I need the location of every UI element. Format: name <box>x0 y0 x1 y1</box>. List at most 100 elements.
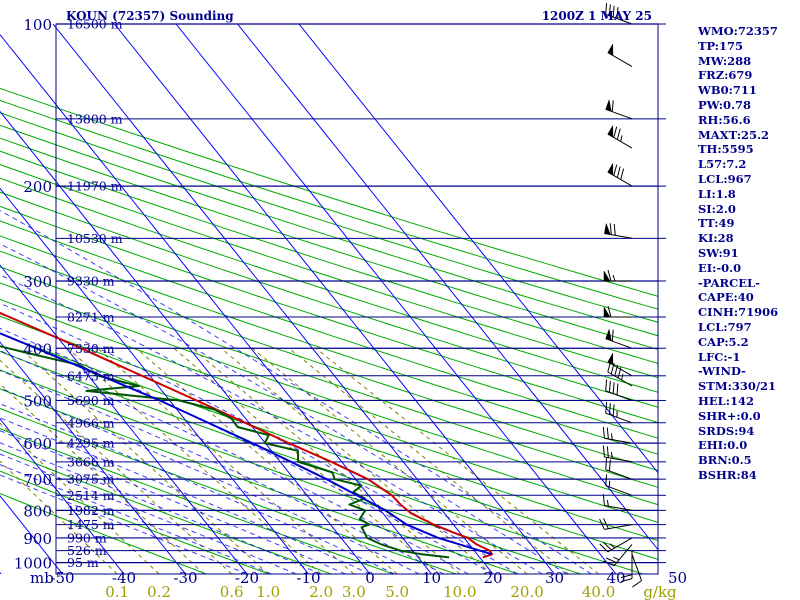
mixing-ratio-tick-label: 0.6 <box>220 583 244 600</box>
wind-barb <box>599 518 633 530</box>
pressure-tick-label: 400 <box>23 340 52 358</box>
moist-adiabat-line <box>0 302 518 574</box>
mixing-ratio-tick-label: 10.0 <box>443 583 476 600</box>
wind-barbs <box>599 3 666 588</box>
wind-barb-flag <box>607 43 614 57</box>
mixing-ratio-line <box>0 383 205 574</box>
wind-barb-flag <box>605 328 612 342</box>
pressure-tick-label: 600 <box>23 435 52 453</box>
dry-adiabat-line <box>0 388 519 574</box>
isotherm-line <box>0 187 309 574</box>
moist-adiabat-line <box>0 464 272 574</box>
wind-barb <box>605 474 633 496</box>
dry-adiabat-line <box>0 333 658 560</box>
wind-barb <box>607 126 633 149</box>
mixing-ratio-line <box>288 347 569 574</box>
pressure-tick-label: 200 <box>23 178 52 196</box>
index-line: BSHR:84 <box>698 467 757 482</box>
height-label: 4966 m <box>67 415 115 430</box>
mixing-ratio-tick-label: 3.0 <box>342 583 366 600</box>
pressure-unit-label: mb <box>30 569 54 587</box>
height-label: 1475 m <box>67 517 115 532</box>
index-line: LCL:797 <box>698 319 752 334</box>
dry-adiabat-line <box>0 164 658 379</box>
index-line: CAPE:40 <box>698 290 754 305</box>
temperature-tick-label: -30 <box>173 569 197 587</box>
dry-adiabat-line <box>0 112 658 323</box>
height-label: 95 m <box>67 555 99 570</box>
wind-barb <box>605 401 633 424</box>
dry-adiabat-line <box>0 87 658 297</box>
dry-adiabat-line <box>0 220 658 439</box>
height-label: 6473 m <box>67 368 115 383</box>
mixing-ratio-tick-label: 5.0 <box>385 583 409 600</box>
dry-adiabat-line <box>0 449 332 574</box>
dry-adiabat-line <box>0 205 658 424</box>
height-label: 10530 m <box>67 231 123 246</box>
isotherm-line <box>0 110 371 574</box>
index-line: EHI:0.0 <box>698 438 748 453</box>
indices-panel: WMO:72357 TP:175 MW:288 FRZ:679 WB0:711 PW:0.… <box>698 24 798 483</box>
dry-adiabat-line <box>0 470 270 574</box>
index-line: RH:56.6 <box>698 112 751 127</box>
temperature-trace <box>0 311 493 559</box>
height-label: 2514 m <box>67 488 115 503</box>
mixing-ratio-tick-label: 2.0 <box>309 583 333 600</box>
isotherm-line <box>237 24 658 551</box>
mixing-ratio-tick-label: 0.1 <box>105 583 129 600</box>
moist-adiabat-line <box>0 417 371 574</box>
dry-adiabat-line <box>0 99 658 310</box>
pressure-tick-label: 100 <box>23 16 52 34</box>
dry-adiabat-line <box>0 177 658 393</box>
wind-barb <box>599 537 633 553</box>
isotherm-line <box>298 24 658 474</box>
mixing-ratio-line <box>192 347 461 574</box>
index-line: MW:288 <box>698 53 752 68</box>
dry-adiabat-line <box>0 191 658 408</box>
dry-adiabat-line <box>0 282 658 506</box>
height-label: 11970 m <box>67 179 123 194</box>
dry-adiabat-line <box>0 493 207 574</box>
moist-adiabat-line <box>0 327 494 574</box>
index-line: HEL:142 <box>698 393 754 408</box>
wind-barb <box>607 164 633 187</box>
index-line: TT:49 <box>698 216 735 231</box>
index-line: LI:1.8 <box>698 186 736 201</box>
wind-barb-flag <box>607 352 614 366</box>
mixing-ratio-tick-label: 1.0 <box>256 583 280 600</box>
index-line: BRN:0.5 <box>698 453 752 468</box>
wind-barb <box>605 379 633 401</box>
height-label: 4295 m <box>67 436 115 451</box>
wind-barb-flag <box>607 124 614 138</box>
height-label: 9330 m <box>67 273 115 288</box>
mixing-ratio-line <box>96 347 355 574</box>
dry-adiabat-line <box>0 266 658 488</box>
mixing-ratio-tick-label: 0.2 <box>147 583 171 600</box>
isotherm-line <box>175 24 617 574</box>
index-line: SHR+:0.0 <box>698 408 761 423</box>
wind-barb-flag <box>604 222 611 235</box>
pressure-tick-label: 700 <box>23 471 52 489</box>
temperature-tick-label: 10 <box>422 569 441 587</box>
sounding-traces <box>0 311 493 559</box>
index-line: SW:91 <box>698 245 739 260</box>
moist-adiabats <box>0 210 592 574</box>
index-line: EI:-0.0 <box>698 260 742 275</box>
wind-barb <box>631 554 643 588</box>
index-line: MAXT:25.2 <box>698 127 769 142</box>
moist-adiabat-line <box>0 403 395 574</box>
height-label: 7330 m <box>67 341 115 356</box>
wind-barb <box>603 544 633 567</box>
height-label: 5690 m <box>67 393 115 408</box>
wind-barb <box>602 494 633 511</box>
pressure-tick-label: 300 <box>23 273 52 291</box>
isotherm-line <box>114 24 555 574</box>
dry-adiabat-line <box>0 137 658 350</box>
height-label: 990 m <box>67 530 107 545</box>
wind-barb <box>607 360 633 387</box>
temperature-tick-label: 30 <box>545 569 564 587</box>
index-line: WMO:72357 <box>698 24 778 38</box>
mixing-ratio-unit-label: g/kg <box>643 583 677 600</box>
chart-datetime: 1200Z 1 MAY 25 <box>542 9 652 23</box>
